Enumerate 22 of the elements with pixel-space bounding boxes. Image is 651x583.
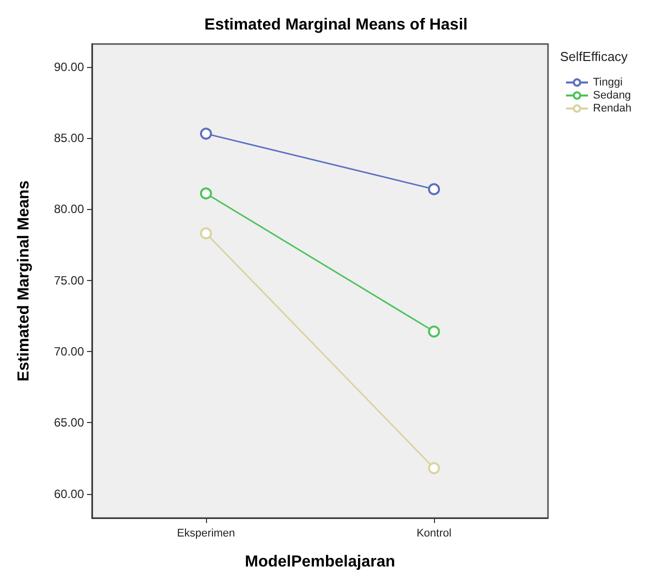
- y-tick-label: 80.00: [54, 202, 84, 216]
- point: [428, 183, 440, 196]
- legend-label: Tinggi: [593, 76, 623, 88]
- y-tick-label: 65.00: [54, 416, 84, 430]
- y-tick-label: 75.00: [54, 273, 84, 288]
- y-tick-label: 85.00: [54, 130, 84, 145]
- x-tick-label: Kontrol: [416, 528, 452, 540]
- x-axis-title: ModelPembelajaran: [244, 554, 396, 570]
- y-axis-title: Estimated Marginal Means: [16, 180, 32, 382]
- chart-title: Estimated Marginal Means of Hasil: [204, 16, 468, 34]
- point: [200, 128, 212, 140]
- y-tick-label: 70.00: [54, 344, 84, 358]
- y-tick-label: 60.00: [54, 486, 84, 501]
- point: [428, 326, 440, 338]
- legend-label: Sedang: [593, 90, 631, 102]
- point: [200, 227, 212, 240]
- y-tick-label: 90.00: [54, 60, 84, 74]
- point: [200, 187, 212, 200]
- legend-label: Rendah: [593, 102, 632, 114]
- legend-title: SelfEfficacy: [560, 49, 628, 64]
- point: [428, 462, 440, 474]
- x-tick-label: Eksperimen: [176, 528, 236, 540]
